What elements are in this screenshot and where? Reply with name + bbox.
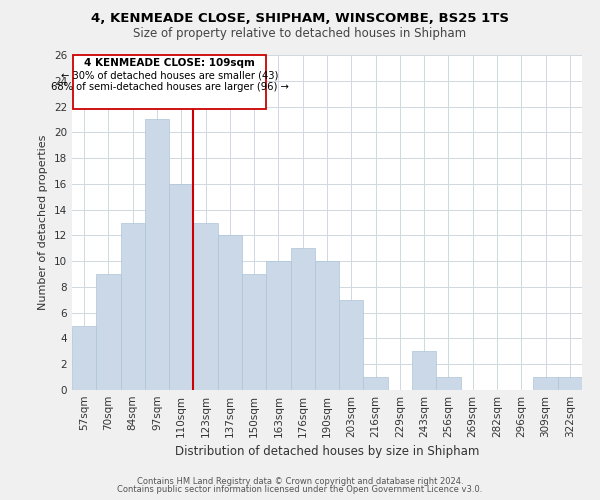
Bar (339, 300, 364, 390)
Bar (242, 274, 266, 390)
Bar (96, 274, 121, 390)
Bar (145, 120, 169, 390)
Bar (218, 236, 242, 390)
Bar (412, 352, 436, 390)
Bar (436, 377, 461, 390)
X-axis label: Distribution of detached houses by size in Shipham: Distribution of detached houses by size … (175, 446, 479, 458)
Text: 68% of semi-detached houses are larger (96) →: 68% of semi-detached houses are larger (… (51, 82, 289, 92)
Bar (315, 261, 339, 390)
Bar (193, 222, 218, 390)
Text: 4, KENMEADE CLOSE, SHIPHAM, WINSCOMBE, BS25 1TS: 4, KENMEADE CLOSE, SHIPHAM, WINSCOMBE, B… (91, 12, 509, 26)
Bar (169, 184, 193, 390)
Bar (558, 377, 582, 390)
Bar (533, 377, 558, 390)
Bar (364, 377, 388, 390)
Y-axis label: Number of detached properties: Number of detached properties (38, 135, 49, 310)
Bar (121, 222, 145, 390)
Text: Contains HM Land Registry data © Crown copyright and database right 2024.: Contains HM Land Registry data © Crown c… (137, 477, 463, 486)
FancyBboxPatch shape (73, 55, 266, 109)
Text: 4 KENMEADE CLOSE: 109sqm: 4 KENMEADE CLOSE: 109sqm (85, 58, 255, 68)
Text: ← 30% of detached houses are smaller (43): ← 30% of detached houses are smaller (43… (61, 70, 278, 81)
Bar (72, 326, 96, 390)
Bar (266, 261, 290, 390)
Bar (290, 248, 315, 390)
Text: Size of property relative to detached houses in Shipham: Size of property relative to detached ho… (133, 28, 467, 40)
Text: Contains public sector information licensed under the Open Government Licence v3: Contains public sector information licen… (118, 485, 482, 494)
